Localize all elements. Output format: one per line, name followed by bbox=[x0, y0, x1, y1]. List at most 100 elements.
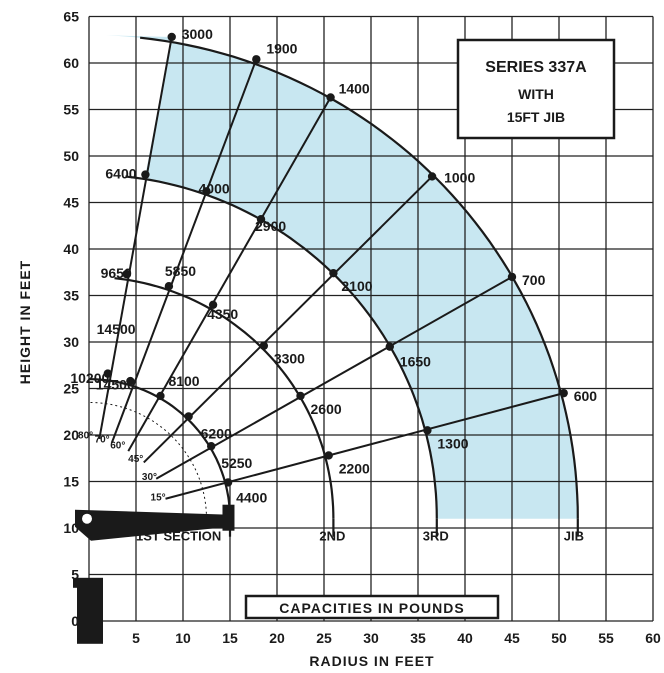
capacity-point bbox=[223, 478, 233, 487]
capacity-point bbox=[126, 376, 135, 386]
capacity-label: 9650 bbox=[101, 265, 132, 281]
section-label: 1ST SECTION bbox=[136, 529, 221, 544]
capacity-label: 1000 bbox=[444, 169, 475, 185]
boom-angle-rays bbox=[98, 32, 568, 500]
capacity-label: 8100 bbox=[168, 373, 199, 389]
y-tick-label: 55 bbox=[63, 102, 79, 118]
crane-mast bbox=[77, 583, 103, 644]
capacity-label: 5850 bbox=[165, 263, 196, 279]
capacity-label: 2600 bbox=[311, 401, 342, 417]
crane-boom bbox=[73, 504, 235, 644]
x-tick-label: 55 bbox=[598, 630, 614, 646]
x-tick-label: 60 bbox=[645, 630, 661, 646]
capacity-point bbox=[208, 300, 218, 309]
title-line-3: 15FT JIB bbox=[507, 109, 565, 125]
capacity-point bbox=[423, 426, 432, 435]
section-arc bbox=[114, 277, 335, 519]
angle-label: 70° bbox=[95, 434, 110, 445]
capacity-label: 3000 bbox=[182, 26, 213, 42]
y-tick-label: 35 bbox=[63, 288, 79, 304]
capacity-point bbox=[256, 215, 266, 224]
y-tick-label: 45 bbox=[63, 195, 79, 211]
x-tick-label: 5 bbox=[132, 630, 140, 646]
x-axis-title: RADIUS IN FEET bbox=[309, 653, 434, 669]
x-tick-label: 30 bbox=[363, 630, 379, 646]
boom-angle-ray bbox=[155, 276, 513, 480]
capacity-point bbox=[259, 341, 269, 350]
capacity-label: 5250 bbox=[221, 455, 252, 471]
capacity-point bbox=[329, 268, 338, 278]
capacity-label: 2200 bbox=[339, 460, 370, 476]
angle-label: 30° bbox=[142, 472, 157, 483]
title-box: SERIES 337A WITH 15FT JIB bbox=[456, 38, 616, 140]
x-tick-label: 20 bbox=[269, 630, 285, 646]
x-tick-label: 45 bbox=[504, 630, 520, 646]
capacity-point bbox=[122, 269, 131, 279]
capacity-point bbox=[507, 272, 517, 282]
y-tick-label: 0 bbox=[71, 613, 79, 629]
capacity-point bbox=[156, 391, 165, 401]
section-arc bbox=[139, 36, 579, 519]
capacity-label: 1900 bbox=[266, 40, 297, 56]
capacity-label: 14500 bbox=[96, 377, 135, 393]
title-line-2: WITH bbox=[518, 86, 554, 102]
y-tick-label: 10 bbox=[63, 520, 79, 536]
capacities-caption-box: CAPACITIES IN POUNDS bbox=[244, 594, 500, 620]
capacity-point bbox=[252, 55, 261, 64]
grid bbox=[88, 15, 654, 622]
y-tick-label: 5 bbox=[71, 567, 79, 583]
capacity-label: 4350 bbox=[207, 306, 238, 322]
capacities-caption: CAPACITIES IN POUNDS bbox=[279, 600, 464, 616]
x-tick-label: 0 bbox=[85, 630, 93, 646]
capacity-label: 2900 bbox=[255, 218, 286, 234]
capacity-label: 700 bbox=[522, 272, 546, 288]
crane-boom-head bbox=[222, 504, 235, 531]
y-tick-label: 50 bbox=[63, 148, 79, 164]
capacity-label: 1400 bbox=[339, 80, 370, 96]
hub-arc bbox=[88, 401, 207, 519]
capacity-point bbox=[326, 93, 335, 102]
angle-label: 60° bbox=[110, 441, 125, 452]
axes: 0 5 10 15 20 25 30 35 40 45 50 55 600510152025303540… bbox=[63, 9, 661, 647]
y-tick-label: 30 bbox=[63, 334, 79, 350]
capacity-label: 1650 bbox=[400, 354, 431, 370]
angle-label: 15° bbox=[151, 493, 166, 504]
title-line-1: SERIES 337A bbox=[485, 59, 587, 76]
boom-pivot bbox=[82, 513, 92, 524]
capacity-label: 3300 bbox=[274, 351, 305, 367]
capacity-label: 14500 bbox=[97, 321, 136, 337]
x-tick-label: 25 bbox=[316, 630, 332, 646]
capacity-label: 600 bbox=[574, 388, 598, 404]
y-tick-label: 65 bbox=[63, 9, 79, 25]
capacity-label: 10200 bbox=[70, 370, 109, 386]
capacity-point bbox=[559, 388, 568, 398]
capacity-point bbox=[296, 391, 305, 401]
capacity-label: 6200 bbox=[201, 425, 232, 441]
section-arcs bbox=[88, 36, 579, 537]
x-tick-label: 40 bbox=[457, 630, 473, 646]
y-tick-label: 40 bbox=[63, 241, 79, 257]
capacity-point bbox=[324, 451, 333, 460]
capacity-label: 4400 bbox=[236, 489, 267, 505]
section-label: 3RD bbox=[423, 529, 449, 544]
x-tick-label: 15 bbox=[222, 630, 238, 646]
capacity-point bbox=[103, 369, 113, 378]
capacity-point bbox=[202, 187, 211, 196]
angle-label: 80° bbox=[78, 430, 93, 441]
capacity-labels: 1ST SECTION 2ND 3RD JIB 80° 70°60°45° 30° 15° 14… bbox=[70, 26, 597, 544]
section-label: 2ND bbox=[319, 529, 345, 544]
capacity-point bbox=[207, 441, 216, 451]
capacity-label: 2100 bbox=[341, 278, 372, 294]
capacity-label: 1300 bbox=[437, 435, 468, 451]
y-tick-label: 25 bbox=[63, 381, 79, 397]
x-tick-label: 35 bbox=[410, 630, 426, 646]
crane-base bbox=[73, 577, 103, 588]
capacity-label: 4000 bbox=[199, 180, 230, 196]
angle-label: 45° bbox=[128, 454, 143, 465]
x-tick-label: 50 bbox=[551, 630, 567, 646]
capacity-label: 6400 bbox=[105, 166, 136, 182]
x-tick-label: 10 bbox=[175, 630, 191, 646]
capacity-point bbox=[184, 412, 193, 421]
section-label: JIB bbox=[564, 529, 584, 544]
